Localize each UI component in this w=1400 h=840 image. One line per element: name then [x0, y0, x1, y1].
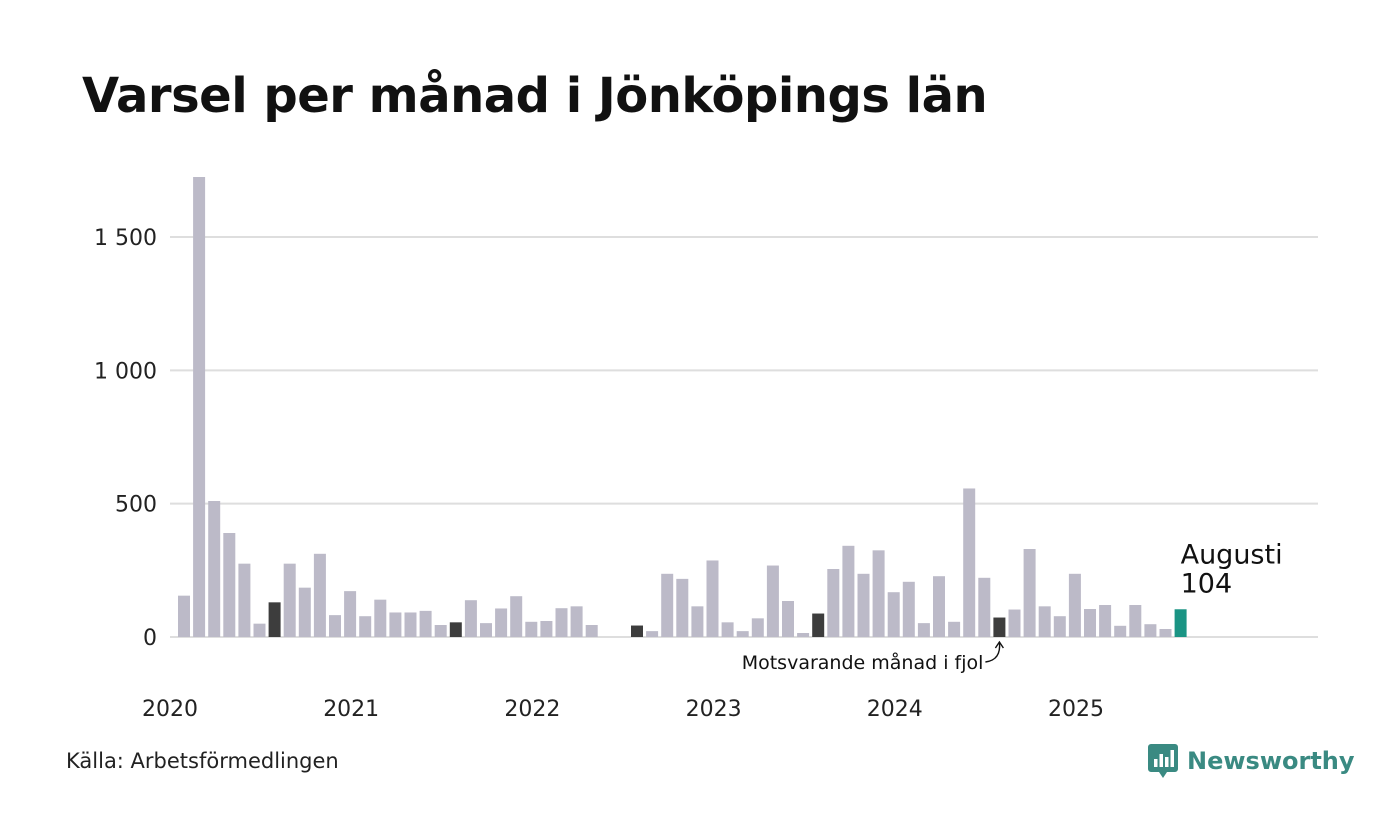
y-tick-label: 0 — [143, 626, 157, 651]
bar — [193, 177, 206, 637]
bar — [555, 608, 568, 637]
annotation-current-value: 104 — [1181, 568, 1233, 599]
x-axis-ticks: 2020 2021 2022 2023 2024 2025 — [142, 697, 1104, 722]
bar — [827, 569, 840, 637]
bar — [963, 488, 976, 637]
bar — [1023, 549, 1036, 637]
bar — [646, 631, 659, 637]
bar — [736, 631, 749, 637]
bar — [706, 560, 719, 637]
bar — [344, 591, 357, 637]
bar — [298, 587, 311, 637]
y-tick-label: 1 500 — [94, 226, 157, 251]
y-tick-label: 500 — [115, 493, 157, 518]
bar — [661, 573, 674, 637]
source-note: Källa: Arbetsförmedlingen — [66, 749, 339, 773]
bar — [691, 606, 704, 637]
bar — [1038, 606, 1051, 637]
x-tick-label: 2024 — [867, 697, 923, 722]
bar-previous-year — [812, 613, 825, 637]
y-tick-label: 1 000 — [94, 359, 157, 384]
bar — [978, 577, 991, 637]
bar — [917, 623, 930, 637]
bar — [238, 563, 251, 637]
bar — [540, 621, 553, 637]
bar — [1144, 624, 1157, 637]
bar — [510, 596, 523, 637]
annotation-previous-year: Motsvarande månad i fjol — [742, 651, 984, 674]
x-tick-label: 2021 — [323, 697, 379, 722]
annotations: Augusti 104 Motsvarande månad i fjol — [742, 539, 1283, 674]
x-tick-label: 2023 — [686, 697, 742, 722]
x-tick-label: 2022 — [504, 697, 560, 722]
x-tick-label: 2020 — [142, 697, 198, 722]
bar — [223, 533, 236, 637]
bar — [480, 623, 492, 637]
bar — [842, 545, 855, 637]
annotation-arrow — [985, 641, 1001, 663]
bar — [887, 592, 900, 637]
annotation-arrowhead — [994, 640, 1004, 649]
brand-logo[interactable]: Newsworthy — [1148, 744, 1355, 778]
bar — [1114, 625, 1127, 637]
bar — [434, 625, 447, 637]
bar — [933, 576, 945, 637]
bar — [359, 616, 372, 637]
bar — [1099, 605, 1112, 637]
bar — [525, 621, 538, 637]
bar — [1053, 616, 1066, 637]
bar — [857, 573, 870, 637]
bar — [1084, 609, 1096, 637]
bar-previous-year — [449, 622, 462, 637]
bar — [782, 601, 794, 637]
bar — [389, 612, 402, 637]
newsworthy-logo-icon — [1148, 744, 1178, 778]
brand-name: Newsworthy — [1187, 747, 1355, 775]
bar — [329, 615, 341, 637]
bar — [313, 553, 326, 637]
bar — [570, 606, 583, 637]
bar — [404, 612, 417, 637]
bar — [585, 625, 598, 637]
bars — [178, 177, 1187, 637]
bar — [464, 600, 477, 637]
bar — [495, 608, 508, 637]
bar — [797, 633, 810, 637]
bar — [253, 623, 266, 637]
bar — [208, 501, 221, 637]
bar — [419, 610, 432, 637]
x-tick-label: 2025 — [1048, 697, 1104, 722]
y-axis-ticks: 0 500 1 000 1 500 — [94, 226, 157, 651]
chart-title: Varsel per månad i Jönköpings län — [82, 68, 988, 124]
grid-lines — [170, 236, 1318, 638]
bar — [283, 563, 296, 637]
bar — [1159, 629, 1172, 637]
bar — [766, 565, 779, 637]
bar — [1008, 609, 1021, 637]
bar — [751, 618, 764, 637]
bar-previous-year — [631, 625, 643, 637]
bar — [721, 622, 734, 637]
bar-current-month — [1174, 609, 1187, 637]
bar — [872, 550, 885, 637]
bar — [948, 621, 961, 637]
bar — [902, 581, 915, 637]
bar-previous-year — [993, 617, 1006, 637]
bar — [676, 578, 689, 637]
bar — [1068, 573, 1081, 637]
bar — [1129, 605, 1142, 637]
annotation-current-month: Augusti — [1181, 539, 1283, 570]
bar-previous-year — [268, 602, 281, 637]
bar — [374, 599, 387, 637]
bar — [178, 595, 190, 637]
